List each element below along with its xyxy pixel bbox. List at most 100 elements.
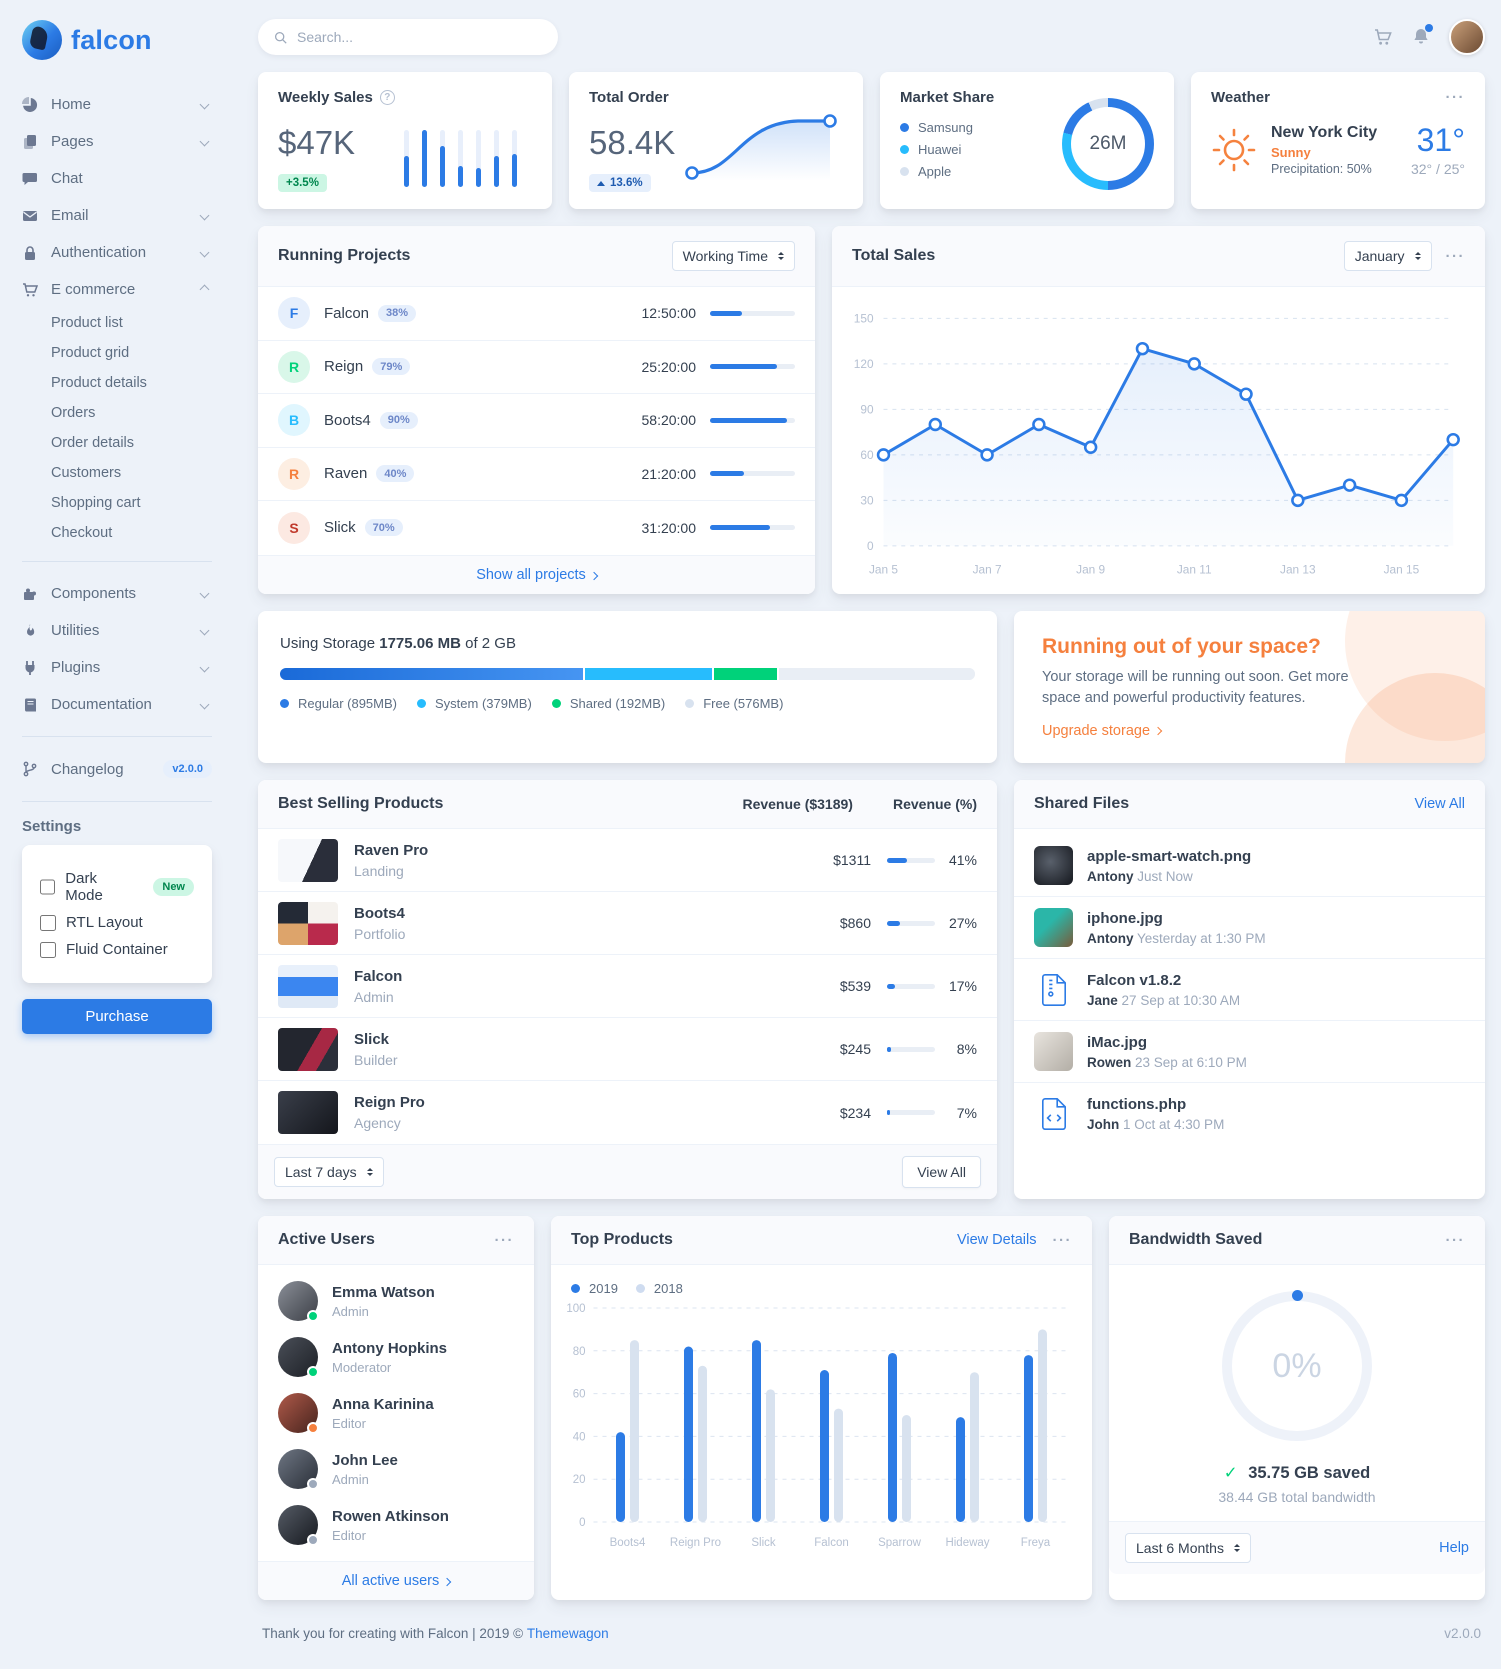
sidebar-item-documentation[interactable]: Documentation	[22, 686, 212, 723]
shared-files-view-all-link[interactable]: View All	[1414, 796, 1465, 813]
bottom-row: Active Users ··· Emma Watson Admin Anton…	[258, 1216, 1485, 1601]
project-name-link[interactable]: Slick	[324, 519, 356, 537]
brand-name: falcon	[71, 24, 152, 55]
sidebar-item-product-grid[interactable]: Product grid	[51, 345, 130, 361]
product-name-link[interactable]: Reign Pro	[354, 1094, 425, 1112]
chevron-right-icon	[1153, 726, 1163, 736]
project-percent-badge: 90%	[379, 411, 418, 429]
sidebar-item-label: Chat	[51, 170, 83, 187]
project-time: 58:20:00	[641, 412, 697, 429]
project-name-link[interactable]: Boots4	[324, 411, 371, 429]
product-type: Admin	[354, 988, 394, 1005]
project-percent-badge: 40%	[376, 465, 415, 483]
sidebar-item-utilities[interactable]: Utilities	[22, 612, 212, 649]
sidebar-item-plugins[interactable]: Plugins	[22, 649, 212, 686]
file-name-link[interactable]: Falcon v1.8.2	[1087, 971, 1182, 989]
sidebar-item-email[interactable]: Email	[22, 197, 212, 234]
total-sales-title: Total Sales	[852, 247, 936, 264]
chevron-down-icon	[199, 210, 210, 221]
sidebar-item-home[interactable]: Home	[22, 86, 212, 123]
file-name-link[interactable]: apple-smart-watch.png	[1087, 847, 1252, 865]
sidebar-item-checkout[interactable]: Checkout	[51, 525, 113, 541]
status-badge	[307, 1366, 319, 1379]
weather-menu-button[interactable]: ···	[1445, 89, 1465, 106]
project-time: 25:20:00	[641, 358, 697, 375]
file-name-link[interactable]: functions.php	[1087, 1095, 1187, 1113]
working-time-select[interactable]: Working Time	[671, 241, 795, 271]
chevron-down-icon	[199, 662, 210, 673]
cart-button[interactable]	[1373, 27, 1393, 47]
product-name-link[interactable]: Falcon	[354, 967, 403, 985]
search-bar[interactable]	[258, 19, 558, 55]
bandwidth-menu-button[interactable]: ···	[1445, 1231, 1465, 1249]
themewagon-link[interactable]: Themewagon	[526, 1626, 609, 1642]
project-name-link[interactable]: Raven	[324, 465, 368, 483]
notifications-button[interactable]	[1411, 24, 1433, 47]
chat-icon	[22, 172, 37, 185]
bandwidth-range-select[interactable]: Last 6 Months	[1125, 1533, 1251, 1564]
user-role: Editor	[332, 1415, 366, 1431]
file-name-link[interactable]: iphone.jpg	[1087, 909, 1163, 927]
upgrade-storage-link[interactable]: Upgrade storage	[1042, 723, 1163, 739]
fluid-container-toggle[interactable]: Fluid Container	[40, 936, 194, 963]
active-users-menu-button[interactable]: ···	[494, 1231, 514, 1249]
sidebar-item-changelog[interactable]: Changelog v2.0.0	[22, 750, 212, 788]
user-name-link[interactable]: Emma Watson	[332, 1283, 435, 1301]
book-icon	[24, 698, 36, 711]
file-name-link[interactable]: iMac.jpg	[1087, 1033, 1148, 1051]
sidebar-item-product-details[interactable]: Product details	[51, 375, 147, 391]
user-name-link[interactable]: Anna Karinina	[332, 1395, 434, 1413]
product-name-link[interactable]: Slick	[354, 1030, 390, 1048]
storage-used: 1775.06 MB	[379, 635, 461, 652]
total-sales-menu-button[interactable]: ···	[1445, 247, 1465, 265]
sidebar-item-pages[interactable]: Pages	[22, 123, 212, 160]
user-name-link[interactable]: Rowen Atkinson	[332, 1507, 449, 1525]
view-all-button[interactable]: View All	[902, 1156, 981, 1189]
legend-label: Apple	[918, 164, 952, 179]
ecommerce-subnav: Product list Product grid Product detail…	[22, 308, 212, 548]
help-icon[interactable]: ?	[379, 90, 395, 105]
show-all-projects-link[interactable]: Show all projects	[476, 567, 599, 583]
sidebar-item-customers[interactable]: Customers	[51, 465, 122, 481]
project-name-link[interactable]: Reign	[324, 358, 364, 376]
running-projects-card: Running Projects Working Time F Falcon 3…	[258, 226, 815, 594]
sidebar-item-ecommerce[interactable]: E commerce	[22, 271, 212, 308]
project-name-link[interactable]: Falcon	[324, 304, 370, 322]
sidebar-item-components[interactable]: Components	[22, 575, 212, 612]
purchase-button[interactable]: Purchase	[22, 999, 212, 1034]
svg-text:20: 20	[573, 1474, 586, 1486]
help-link[interactable]: Help	[1439, 1540, 1469, 1557]
svg-text:Falcon: Falcon	[814, 1537, 849, 1549]
sidebar-item-orders[interactable]: Orders	[51, 405, 96, 421]
dark-mode-toggle[interactable]: Dark Mode New	[40, 865, 194, 909]
fluid-container-checkbox[interactable]	[40, 941, 56, 958]
product-name-link[interactable]: Boots4	[354, 904, 405, 922]
rtl-layout-toggle[interactable]: RTL Layout	[40, 909, 194, 936]
list-item: Emma Watson Admin	[258, 1273, 534, 1329]
search-input[interactable]	[295, 28, 542, 46]
weather-title: Weather	[1211, 89, 1270, 106]
user-name-link[interactable]: John Lee	[332, 1451, 398, 1469]
sidebar-item-shopping-cart[interactable]: Shopping cart	[51, 495, 141, 511]
top-products-menu-button[interactable]: ···	[1052, 1231, 1072, 1249]
user-role: Editor	[332, 1527, 366, 1543]
sidebar-item-authentication[interactable]: Authentication	[22, 234, 212, 271]
view-details-link[interactable]: View Details	[956, 1232, 1037, 1249]
profile-avatar[interactable]	[1449, 19, 1485, 55]
product-thumbnail	[278, 901, 338, 945]
dark-mode-checkbox[interactable]	[40, 879, 56, 895]
rtl-layout-checkbox[interactable]	[40, 914, 56, 931]
email-icon	[23, 210, 37, 221]
sidebar-item-product-list[interactable]: Product list	[51, 315, 123, 331]
user-name-link[interactable]: Antony Hopkins	[332, 1339, 447, 1357]
market-share-title: Market Share	[900, 89, 995, 106]
falcon-logo[interactable]: falcon	[22, 14, 212, 86]
legend-dot	[685, 699, 695, 708]
svg-text:Jan 15: Jan 15	[1384, 563, 1420, 577]
sidebar-item-chat[interactable]: Chat	[22, 160, 212, 197]
date-range-select[interactable]: Last 7 days	[274, 1157, 384, 1188]
all-active-users-link[interactable]: All active users	[342, 1573, 452, 1589]
month-select[interactable]: January	[1343, 241, 1432, 271]
product-name-link[interactable]: Raven Pro	[354, 841, 429, 859]
sidebar-item-order-details[interactable]: Order details	[51, 435, 135, 451]
